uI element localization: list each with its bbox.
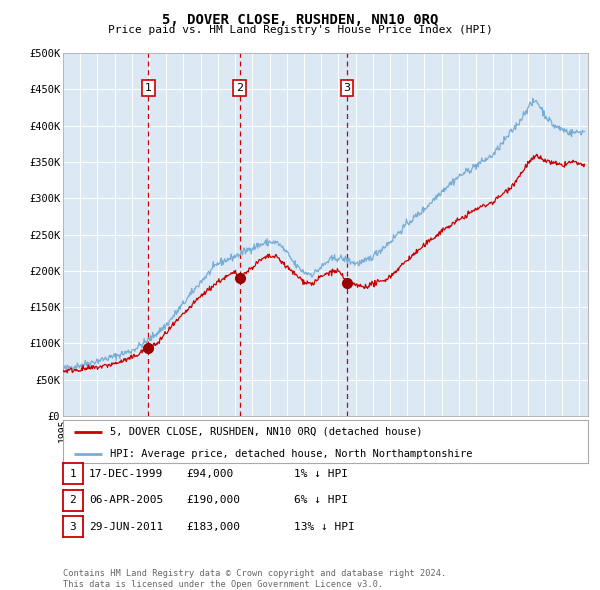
Text: 1: 1 xyxy=(145,83,152,93)
Text: 29-JUN-2011: 29-JUN-2011 xyxy=(89,522,163,532)
Text: 5, DOVER CLOSE, RUSHDEN, NN10 0RQ: 5, DOVER CLOSE, RUSHDEN, NN10 0RQ xyxy=(162,13,438,27)
Text: 6% ↓ HPI: 6% ↓ HPI xyxy=(294,496,348,505)
Text: 2: 2 xyxy=(236,83,244,93)
Text: 06-APR-2005: 06-APR-2005 xyxy=(89,496,163,505)
Text: £190,000: £190,000 xyxy=(186,496,240,505)
Text: 1: 1 xyxy=(70,469,76,478)
Text: £183,000: £183,000 xyxy=(186,522,240,532)
Text: 3: 3 xyxy=(70,522,76,532)
Text: HPI: Average price, detached house, North Northamptonshire: HPI: Average price, detached house, Nort… xyxy=(110,448,473,458)
Text: 17-DEC-1999: 17-DEC-1999 xyxy=(89,469,163,478)
Text: 2: 2 xyxy=(70,496,76,505)
Text: 3: 3 xyxy=(343,83,350,93)
Text: Price paid vs. HM Land Registry's House Price Index (HPI): Price paid vs. HM Land Registry's House … xyxy=(107,25,493,35)
Text: 1% ↓ HPI: 1% ↓ HPI xyxy=(294,469,348,478)
Text: 13% ↓ HPI: 13% ↓ HPI xyxy=(294,522,355,532)
Text: £94,000: £94,000 xyxy=(186,469,233,478)
Text: 5, DOVER CLOSE, RUSHDEN, NN10 0RQ (detached house): 5, DOVER CLOSE, RUSHDEN, NN10 0RQ (detac… xyxy=(110,427,423,437)
Text: Contains HM Land Registry data © Crown copyright and database right 2024.
This d: Contains HM Land Registry data © Crown c… xyxy=(63,569,446,589)
